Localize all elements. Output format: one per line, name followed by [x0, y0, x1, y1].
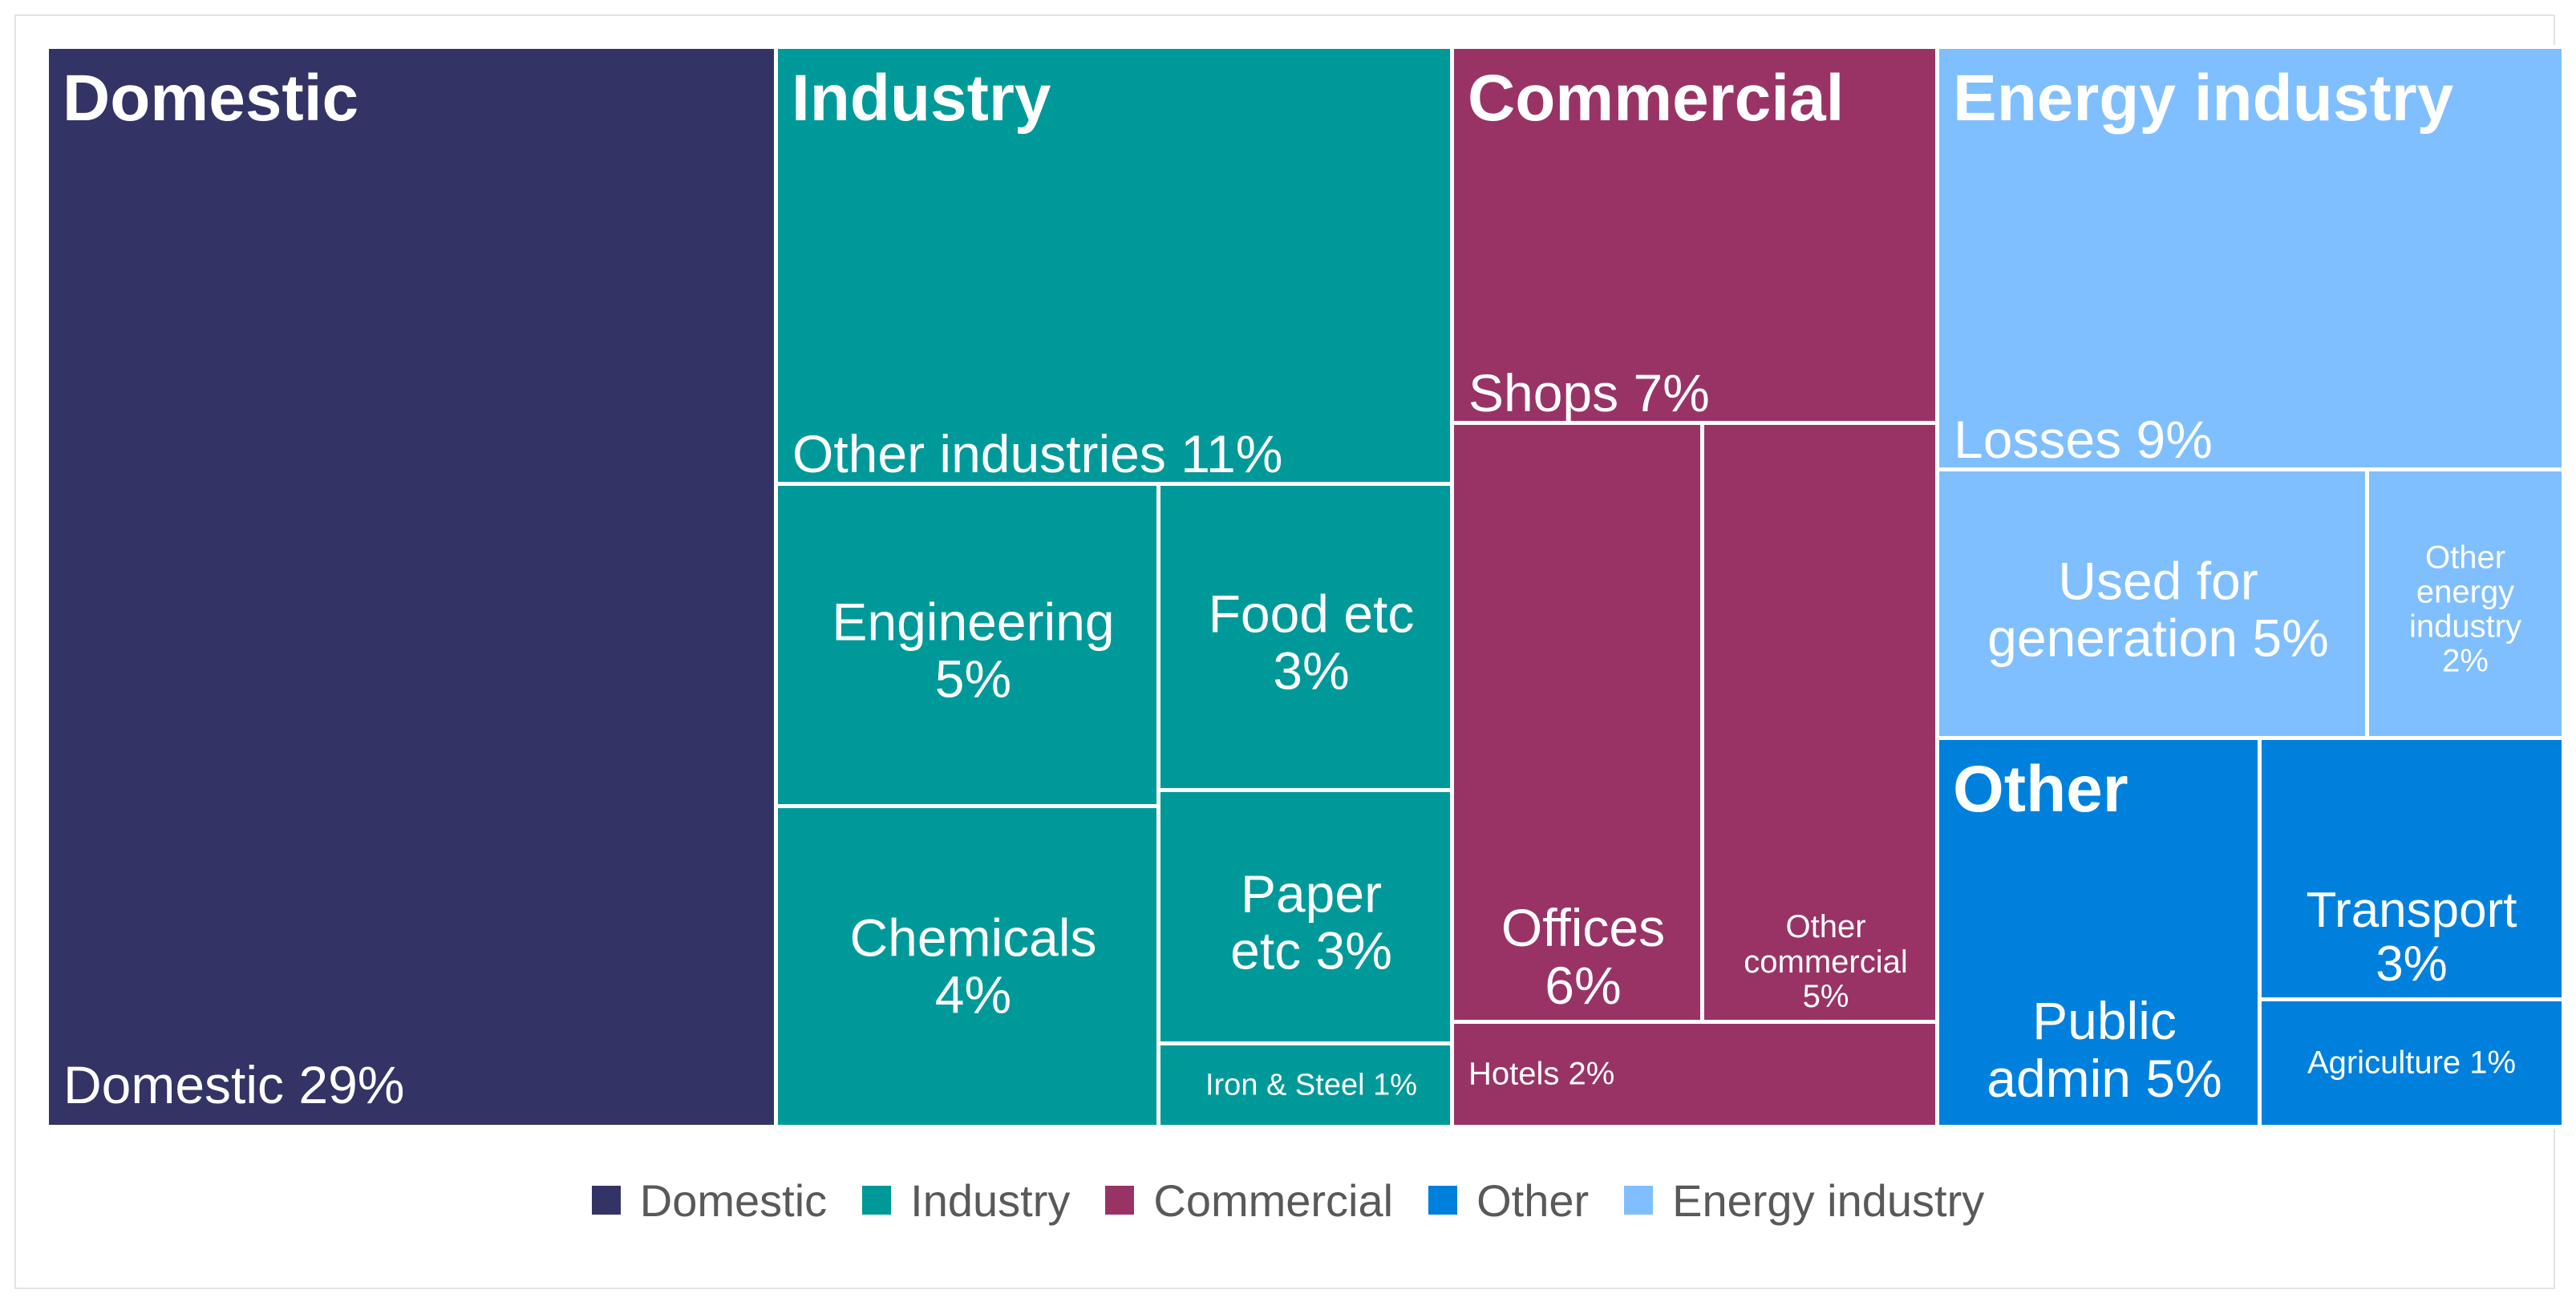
- treemap-tile-other-commercial: Other commercial 5%: [1700, 421, 1951, 1036]
- group-title-other: Other: [1953, 753, 2128, 826]
- treemap-label-domestic: Domestic 29%: [63, 1054, 405, 1114]
- treemap-tile-food-etc: Food etc 3%: [1156, 482, 1466, 804]
- treemap-label-chemicals: Chemicals 4%: [849, 908, 1097, 1025]
- treemap-tile-offices: Offices 6%: [1450, 421, 1716, 1036]
- legend-swatch-commercial: [1105, 1186, 1135, 1215]
- legend-item-industry: Industry: [862, 1175, 1070, 1227]
- legend-item-energy-industry: Energy industry: [1624, 1175, 1984, 1227]
- legend: Domestic Industry Commercial Other Energ…: [0, 1172, 2576, 1228]
- legend-item-domestic: Domestic: [591, 1175, 828, 1227]
- legend-swatch-energy-industry: [1624, 1186, 1654, 1215]
- treemap-tile-domestic: Domestic 29%: [45, 45, 789, 1129]
- legend-label-other: Other: [1476, 1175, 1590, 1226]
- group-title-industry: Industry: [792, 62, 1051, 135]
- treemap-label-other-commercial: Other commercial 5%: [1744, 909, 1908, 1014]
- group-title-domestic: Domestic: [63, 62, 359, 135]
- legend-label-industry: Industry: [910, 1175, 1071, 1226]
- legend-label-domestic: Domestic: [639, 1175, 828, 1226]
- treemap-label-hotels: Hotels 2%: [1468, 1056, 1615, 1092]
- treemap-tile-hotels: Hotels 2%: [1450, 1020, 1951, 1129]
- treemap-tile-iron-and-steel: Iron & Steel 1%: [1156, 1041, 1466, 1129]
- treemap-tile-other-energy-industry: Other energy industry 2%: [2365, 467, 2566, 752]
- treemap-label-paper-etc: Paper etc 3%: [1230, 863, 1392, 981]
- legend-item-commercial: Commercial: [1105, 1175, 1393, 1227]
- group-title-energy-industry: Energy industry: [1953, 62, 2454, 135]
- treemap-label-other-energy-industry: Other energy industry 2%: [2408, 540, 2522, 679]
- legend-swatch-domestic: [591, 1186, 621, 1215]
- treemap-label-iron-and-steel: Iron & Steel 1%: [1205, 1067, 1418, 1102]
- treemap-tile-agriculture: Agriculture 1%: [2258, 997, 2566, 1129]
- treemap-tile-engineering: Engineering 5%: [774, 482, 1173, 820]
- treemap-label-transport: Transport 3%: [2306, 883, 2517, 993]
- treemap-tile-shops: Shops 7%: [1450, 45, 1951, 437]
- legend-label-commercial: Commercial: [1153, 1175, 1394, 1226]
- treemap-label-agriculture: Agriculture 1%: [2307, 1045, 2517, 1081]
- treemap-label-used-for-generation: Used for generation 5%: [1987, 551, 2329, 668]
- treemap-tile-transport: Transport 3%: [2258, 736, 2566, 1013]
- treemap-label-shops: Shops 7%: [1468, 362, 1710, 423]
- chart-frame: Domestic 29% Domestic Other industries 11%…: [14, 14, 2566, 1289]
- treemap-label-food-etc: Food etc 3%: [1208, 584, 1415, 701]
- treemap-tile-paper-etc: Paper etc 3%: [1156, 788, 1466, 1057]
- treemap-label-engineering: Engineering 5%: [832, 592, 1115, 709]
- treemap-tile-chemicals: Chemicals 4%: [774, 804, 1173, 1129]
- legend-label-energy-industry: Energy industry: [1672, 1175, 1985, 1226]
- treemap-tile-public-admin: Public admin 5%: [1935, 736, 2274, 1129]
- treemap-tile-used-for-generation: Used for generation 5%: [1935, 467, 2381, 752]
- legend-item-other: Other: [1428, 1175, 1589, 1227]
- legend-swatch-industry: [862, 1186, 892, 1215]
- treemap-label-public-admin: Public admin 5%: [1987, 991, 2222, 1108]
- treemap-label-other-industries: Other industries 11%: [792, 423, 1283, 483]
- group-title-commercial: Commercial: [1468, 62, 1845, 135]
- treemap-tile-losses: Losses 9%: [1935, 45, 2566, 483]
- treemap-label-offices: Offices 6%: [1501, 898, 1666, 1015]
- legend-swatch-other: [1428, 1186, 1458, 1215]
- treemap-label-losses: Losses 9%: [1954, 409, 2213, 469]
